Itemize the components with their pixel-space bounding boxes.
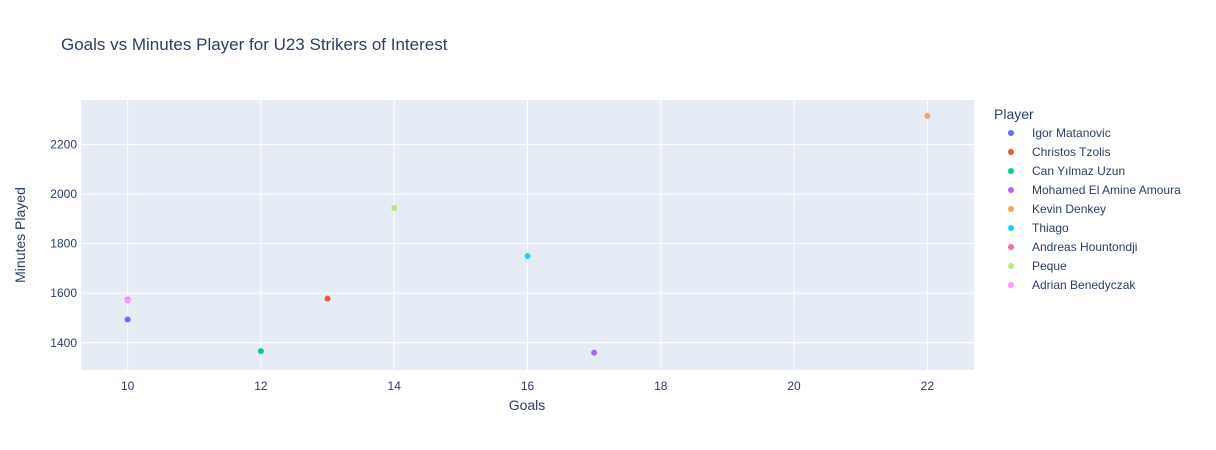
legend-label: Can Yılmaz Uzun [1032, 164, 1125, 178]
legend: Player Igor Matanovic Christos Tzolis Can … [994, 106, 1181, 292]
data-point[interactable] [324, 295, 331, 302]
legend-marker [1008, 225, 1014, 231]
legend-label: Christos Tzolis [1032, 145, 1110, 159]
data-point[interactable] [391, 205, 398, 211]
data-point[interactable] [524, 253, 531, 260]
y-tick-label: 1600 [50, 286, 77, 300]
grid-lines [81, 100, 974, 370]
legend-label: Peque [1032, 259, 1067, 273]
legend-marker [1008, 244, 1014, 250]
legend-label: Adrian Benedyczak [1032, 278, 1136, 292]
axis-ticks: 10 12 14 16 18 20 22 1400 1600 1800 2000 2200 [50, 138, 934, 393]
y-axis-title: Minutes Played [12, 187, 28, 283]
x-tick-label: 22 [921, 379, 935, 393]
chart-title: Goals vs Minutes Player for U23 Strikers… [61, 35, 448, 54]
x-tick-label: 14 [388, 379, 402, 393]
legend-marker [1008, 130, 1014, 136]
legend-marker [1008, 187, 1014, 193]
x-tick-label: 10 [121, 379, 135, 393]
y-tick-label: 2200 [50, 138, 77, 152]
legend-item[interactable]: Mohamed El Amine Amoura [1008, 183, 1181, 197]
data-point[interactable] [591, 349, 598, 356]
legend-item[interactable]: Peque [1008, 259, 1067, 273]
legend-item[interactable]: Thiago [1008, 221, 1069, 235]
legend-item[interactable]: Kevin Denkey [1008, 202, 1106, 216]
legend-item[interactable]: Christos Tzolis [1008, 145, 1110, 159]
data-point[interactable] [924, 112, 931, 119]
data-point[interactable] [257, 348, 264, 355]
legend-title: Player [994, 106, 1034, 122]
x-tick-label: 18 [654, 379, 668, 393]
x-tick-label: 12 [254, 379, 268, 393]
legend-item[interactable]: Igor Matanovic [1008, 126, 1111, 140]
legend-label: Mohamed El Amine Amoura [1032, 183, 1181, 197]
legend-marker [1008, 206, 1014, 212]
data-point[interactable] [124, 316, 131, 323]
legend-item[interactable]: Can Yılmaz Uzun [1008, 164, 1125, 178]
y-tick-label: 1400 [50, 336, 77, 350]
legend-label: Igor Matanovic [1032, 126, 1111, 140]
legend-marker [1008, 282, 1014, 288]
legend-label: Kevin Denkey [1032, 202, 1106, 216]
x-tick-label: 16 [521, 379, 535, 393]
legend-marker [1008, 263, 1014, 269]
y-tick-label: 2000 [50, 187, 77, 201]
x-axis-title: Goals [509, 397, 546, 413]
legend-item[interactable]: Adrian Benedyczak [1008, 278, 1136, 292]
data-point[interactable] [124, 297, 131, 304]
legend-item[interactable]: Andreas Hountondji [1008, 240, 1137, 254]
x-tick-label: 20 [787, 379, 801, 393]
data-points [124, 112, 931, 356]
legend-marker [1008, 149, 1014, 155]
legend-label: Thiago [1032, 221, 1069, 235]
legend-label: Andreas Hountondji [1032, 240, 1137, 254]
y-tick-label: 1800 [50, 237, 77, 251]
legend-marker [1008, 168, 1014, 174]
